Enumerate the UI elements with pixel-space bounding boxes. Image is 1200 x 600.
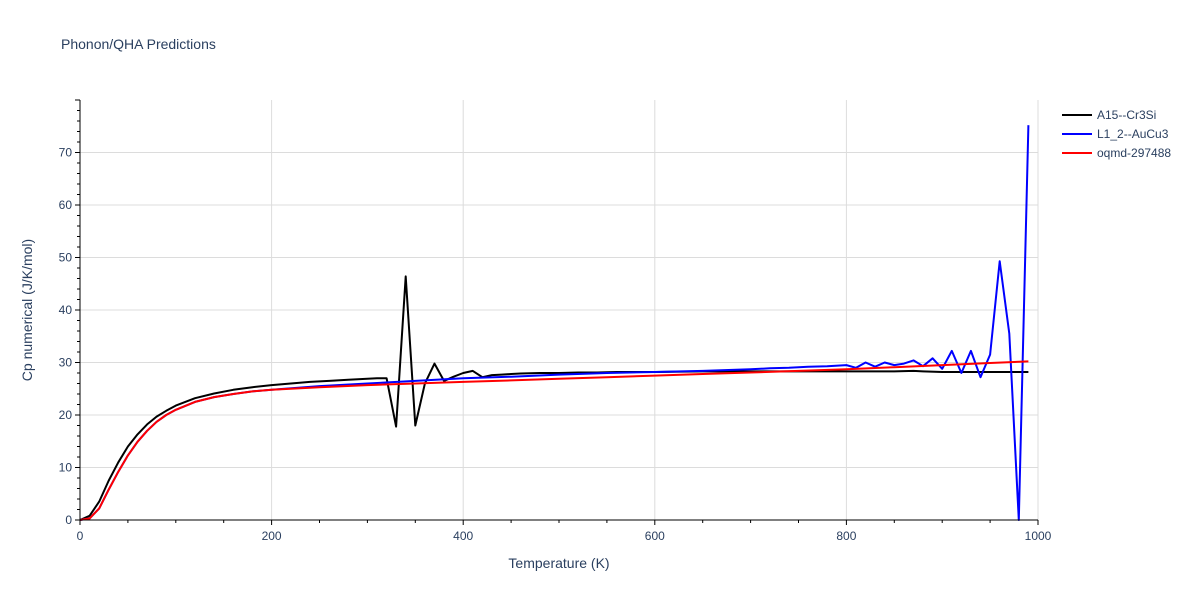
y-tick-label: 0	[65, 513, 72, 527]
axes-layer: 0 200 400 600 800 1000 0 10 20 30 40 50 60 70	[59, 99, 1052, 543]
legend[interactable]: A15--Cr3Si L1_2--AuCu3 oqmd-297488	[1062, 108, 1171, 160]
y-tick-label: 50	[59, 251, 73, 265]
x-tick-label: 0	[77, 529, 84, 543]
legend-label: oqmd-297488	[1097, 146, 1171, 160]
legend-label: L1_2--AuCu3	[1097, 127, 1169, 141]
grid-lines	[80, 100, 1039, 520]
series-line-1	[79, 125, 1030, 521]
y-tick-label: 40	[59, 303, 73, 317]
y-tick-label: 10	[59, 461, 73, 475]
y-axis-title: Cp numerical (J/K/mol)	[19, 239, 35, 381]
y-tick-label: 60	[59, 198, 73, 212]
x-tick-label: 400	[453, 529, 473, 543]
x-tick-label: 1000	[1025, 529, 1052, 543]
series-layer	[79, 125, 1030, 521]
y-tick-label: 20	[59, 408, 73, 422]
x-tick-label: 800	[836, 529, 856, 543]
series-line-2	[79, 360, 1029, 521]
x-tick-label: 600	[645, 529, 665, 543]
x-axis-title: Temperature (K)	[508, 555, 609, 571]
legend-item-2[interactable]: oqmd-297488	[1062, 146, 1171, 160]
x-tick-label: 200	[262, 529, 282, 543]
series-line-0	[79, 275, 1029, 521]
legend-label: A15--Cr3Si	[1097, 108, 1156, 122]
y-tick-label: 30	[59, 356, 73, 370]
legend-item-1[interactable]: L1_2--AuCu3	[1062, 127, 1169, 141]
legend-item-0[interactable]: A15--Cr3Si	[1062, 108, 1156, 122]
y-tick-label: 70	[59, 146, 73, 160]
chart-title: Phonon/QHA Predictions	[61, 36, 216, 52]
